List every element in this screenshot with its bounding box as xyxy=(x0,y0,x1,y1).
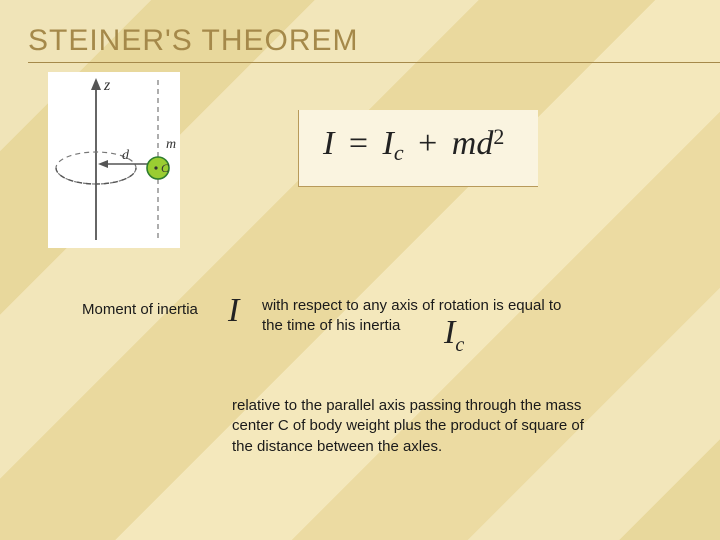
formula-Ic-sub: c xyxy=(394,140,404,165)
formula-box: I = Ic + md2 xyxy=(298,110,538,187)
z-axis-arrowhead xyxy=(91,78,101,90)
d-label: d xyxy=(122,148,130,163)
d-arrowhead xyxy=(98,160,108,168)
body-text-line1: with respect to any axis of rotation is … xyxy=(262,296,582,337)
m-label: m xyxy=(166,137,176,152)
body-text-line2: relative to the parallel axis passing th… xyxy=(232,396,602,457)
symbol-Ic-sub: c xyxy=(455,334,464,356)
formula-Ic-I: I xyxy=(383,125,394,162)
symbol-Ic: Ic xyxy=(444,314,464,357)
c-label: C xyxy=(161,161,170,175)
title-underline xyxy=(28,62,720,63)
symbol-I: I xyxy=(228,292,239,330)
moment-of-inertia-label: Moment of inertia xyxy=(82,300,202,320)
steiner-diagram: z d C m xyxy=(48,72,180,248)
symbol-Ic-I: I xyxy=(444,314,455,351)
z-label: z xyxy=(103,77,111,94)
equals-sign: = xyxy=(343,125,374,162)
formula-sq: 2 xyxy=(493,124,504,149)
formula-md: md xyxy=(452,125,494,162)
formula-equation: I = Ic + md2 xyxy=(323,125,504,162)
plus-sign: + xyxy=(412,125,443,162)
center-dot xyxy=(154,166,157,169)
slide-title: STEINER'S THEOREM xyxy=(28,24,359,58)
formula-lhs: I xyxy=(323,125,334,162)
